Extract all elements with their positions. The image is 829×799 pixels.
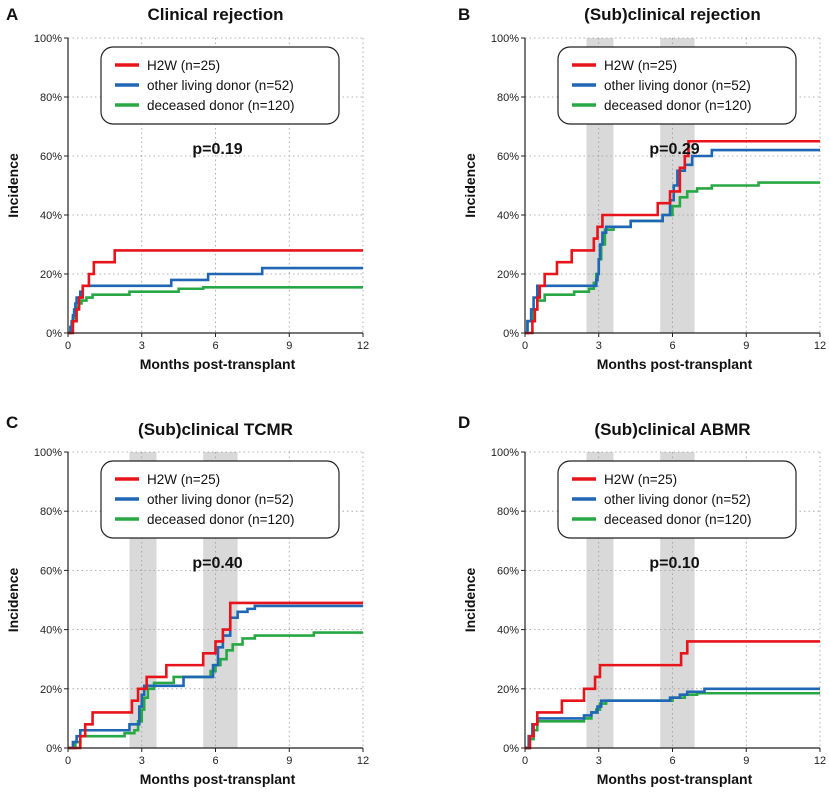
panel-c: C (Sub)clinical TCMR 0% 20% 40% 60% 80% 100% 0 3 6… — [5, 413, 369, 787]
legend-label: deceased donor (n=120) — [604, 512, 752, 527]
y-tick-label: 20% — [40, 269, 62, 281]
x-tick-label: 3 — [139, 340, 145, 352]
series-line-living — [525, 148, 820, 335]
legend: H2W (n=25) other living donor (n=52) decea… — [100, 460, 340, 539]
y-tick-label: 100% — [491, 447, 519, 459]
panel-title: (Sub)clinical ABMR — [594, 420, 750, 439]
panel-title: (Sub)clinical TCMR — [138, 420, 293, 439]
legend-label: deceased donor (n=120) — [147, 98, 295, 113]
x-axis-label: Months post-transplant — [140, 771, 296, 787]
x-tick-label: 3 — [596, 755, 602, 767]
x-axis-label: Months post-transplant — [597, 356, 753, 372]
legend: H2W (n=25) other living donor (n=52) decea… — [100, 46, 340, 125]
x-tick-label: 6 — [669, 340, 675, 352]
x-tick-label: 3 — [596, 340, 602, 352]
panel-b: B (Sub)clinical rejection 0% 20% 40% 60% 80% 10… — [458, 5, 826, 372]
panel-title: Clinical rejection — [147, 5, 283, 24]
x-tick-label: 12 — [814, 340, 826, 352]
y-tick-label: 60% — [40, 565, 62, 577]
series-line-deceased — [68, 631, 363, 750]
x-tick-label: 9 — [743, 755, 749, 767]
legend-box — [100, 460, 340, 539]
y-tick-label: 0% — [503, 328, 519, 340]
x-tick-label: 0 — [522, 340, 528, 352]
legend-label: H2W (n=25) — [604, 58, 677, 73]
y-tick-label: 40% — [40, 210, 62, 222]
y-tick-label: 20% — [497, 684, 519, 696]
legend-label: deceased donor (n=120) — [147, 512, 295, 527]
x-tick-label: 0 — [522, 755, 528, 767]
y-tick-label: 60% — [40, 151, 62, 163]
panel-letter: C — [6, 413, 18, 432]
legend: H2W (n=25) other living donor (n=52) decea… — [557, 460, 797, 539]
y-tick-label: 100% — [34, 33, 62, 45]
y-axis-label: Incidence — [5, 153, 21, 218]
legend-label: H2W (n=25) — [604, 472, 677, 487]
legend-label: H2W (n=25) — [147, 58, 220, 73]
panel-letter: B — [458, 5, 470, 24]
y-tick-label: 20% — [40, 684, 62, 696]
y-tick-label: 80% — [497, 92, 519, 104]
legend-label: other living donor (n=52) — [604, 492, 751, 507]
y-tick-label: 0% — [503, 743, 519, 755]
y-tick-label: 60% — [497, 151, 519, 163]
y-tick-label: 100% — [491, 33, 519, 45]
series-line-h2w — [525, 640, 820, 750]
legend-label: other living donor (n=52) — [147, 492, 294, 507]
y-tick-label: 40% — [40, 625, 62, 637]
x-tick-label: 6 — [212, 340, 218, 352]
x-tick-label: 3 — [139, 755, 145, 767]
series-line-h2w — [68, 601, 363, 750]
legend-box — [557, 460, 797, 539]
p-value: p=0.10 — [649, 555, 699, 572]
y-axis-label: Incidence — [5, 568, 21, 633]
x-tick-label: 6 — [212, 755, 218, 767]
y-tick-label: 80% — [497, 506, 519, 518]
x-tick-label: 12 — [814, 755, 826, 767]
y-tick-label: 80% — [40, 92, 62, 104]
panel-letter: A — [6, 5, 18, 24]
x-tick-label: 12 — [357, 340, 369, 352]
y-tick-label: 0% — [46, 328, 62, 340]
p-value: p=0.29 — [649, 141, 699, 158]
panel-title: (Sub)clinical rejection — [584, 5, 761, 24]
series-line-h2w — [525, 139, 820, 335]
x-axis-label: Months post-transplant — [597, 771, 753, 787]
x-tick-label: 9 — [743, 340, 749, 352]
legend-label: other living donor (n=52) — [147, 78, 294, 93]
y-tick-label: 80% — [40, 506, 62, 518]
panel-a: A Clinical rejection 0% 20% 40% 60% 80% 100% 0 3 6… — [5, 5, 369, 372]
legend-label: deceased donor (n=120) — [604, 98, 752, 113]
series-line-h2w — [68, 249, 363, 335]
x-axis-label: Months post-transplant — [140, 356, 296, 372]
panel-d: D (Sub)clinical ABMR 0% 20% 40% 60% 80% 100% 0 3 6… — [458, 413, 826, 787]
legend-box — [557, 46, 797, 125]
legend-label: other living donor (n=52) — [604, 78, 751, 93]
y-axis-label: Incidence — [462, 568, 478, 633]
legend-label: H2W (n=25) — [147, 472, 220, 487]
y-tick-label: 60% — [497, 565, 519, 577]
y-tick-label: 0% — [46, 743, 62, 755]
x-tick-label: 0 — [65, 340, 71, 352]
p-value: p=0.19 — [192, 141, 242, 158]
y-tick-label: 20% — [497, 269, 519, 281]
legend-box — [100, 46, 340, 125]
y-axis-label: Incidence — [462, 153, 478, 218]
y-tick-label: 100% — [34, 447, 62, 459]
y-tick-label: 40% — [497, 625, 519, 637]
panel-letter: D — [458, 413, 470, 432]
x-tick-label: 12 — [357, 755, 369, 767]
y-tick-label: 40% — [497, 210, 519, 222]
x-tick-label: 9 — [286, 340, 292, 352]
x-tick-label: 0 — [65, 755, 71, 767]
legend: H2W (n=25) other living donor (n=52) decea… — [557, 46, 797, 125]
x-tick-label: 6 — [669, 755, 675, 767]
p-value: p=0.40 — [192, 555, 242, 572]
x-tick-label: 9 — [286, 755, 292, 767]
